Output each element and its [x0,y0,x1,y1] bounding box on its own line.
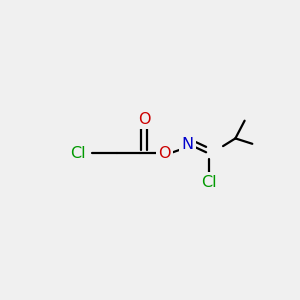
Text: Cl: Cl [70,146,86,160]
Text: O: O [138,112,151,127]
Text: O: O [158,146,171,160]
Text: Cl: Cl [201,175,217,190]
Text: N: N [182,137,194,152]
